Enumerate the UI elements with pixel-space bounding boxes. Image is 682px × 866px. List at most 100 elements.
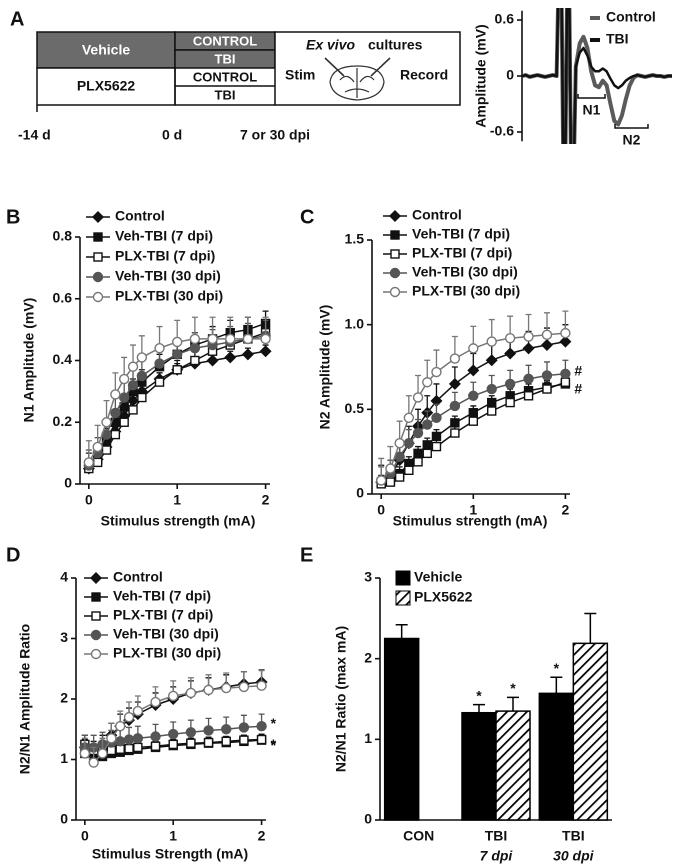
x-tick-label: 2 bbox=[262, 492, 270, 508]
marker bbox=[168, 739, 178, 750]
y-tick-label: 3 bbox=[364, 569, 372, 585]
group-label: Vehicle bbox=[82, 42, 130, 58]
marker bbox=[450, 428, 460, 438]
panel-label: A bbox=[10, 8, 24, 30]
marker bbox=[404, 465, 414, 475]
marker bbox=[542, 384, 552, 394]
condition-label: TBI bbox=[215, 87, 236, 102]
marker bbox=[422, 419, 433, 430]
marker bbox=[127, 361, 139, 372]
marker bbox=[403, 438, 415, 449]
y-tick-label: 0 bbox=[506, 67, 514, 83]
marker bbox=[101, 417, 112, 428]
marker bbox=[106, 733, 117, 744]
plot-area bbox=[78, 669, 268, 768]
marker bbox=[203, 725, 214, 736]
y-axis-label: N1 Amplitude (mV) bbox=[21, 298, 37, 423]
marker bbox=[190, 355, 200, 366]
annotation: N2 bbox=[623, 132, 641, 148]
legend-marker bbox=[90, 572, 102, 584]
legend-marker bbox=[92, 271, 104, 283]
marker bbox=[412, 392, 424, 403]
marker bbox=[123, 711, 135, 723]
marker bbox=[540, 338, 553, 351]
marker bbox=[124, 743, 134, 754]
marker bbox=[385, 463, 396, 474]
bar bbox=[495, 710, 531, 821]
marker bbox=[449, 400, 461, 412]
marker bbox=[487, 406, 497, 416]
marker bbox=[132, 733, 144, 744]
legend-marker bbox=[92, 211, 104, 223]
legend-marker bbox=[90, 629, 102, 641]
marker bbox=[485, 354, 498, 367]
marker bbox=[97, 748, 108, 759]
significance-label: * bbox=[554, 660, 560, 676]
stim-label: Stim bbox=[285, 67, 315, 83]
marker bbox=[241, 348, 254, 361]
marker bbox=[154, 358, 165, 369]
y-tick-label: 1 bbox=[364, 730, 372, 746]
y-axis-label: N2/N1 Ratio (max mA) bbox=[333, 626, 349, 772]
annotation: * bbox=[271, 736, 277, 752]
marker bbox=[114, 736, 126, 747]
legend-marker bbox=[389, 267, 401, 279]
condition-label: CONTROL bbox=[193, 69, 257, 84]
marker bbox=[394, 438, 405, 449]
marker bbox=[168, 728, 179, 740]
annotation: N1 bbox=[583, 102, 601, 118]
annotation: # bbox=[574, 362, 582, 378]
bracket bbox=[577, 94, 606, 99]
marker bbox=[224, 351, 237, 364]
x-tick-label: 1 bbox=[469, 502, 477, 518]
marker bbox=[523, 391, 534, 401]
plot-area bbox=[522, 8, 672, 144]
marker bbox=[486, 383, 497, 395]
error-bar bbox=[550, 676, 563, 694]
marker bbox=[504, 378, 516, 390]
marker bbox=[560, 377, 571, 387]
marker bbox=[136, 352, 148, 363]
marker bbox=[137, 392, 147, 403]
marker bbox=[385, 477, 396, 487]
y-tick-label: 4 bbox=[60, 569, 68, 585]
marker bbox=[467, 364, 480, 377]
marker bbox=[118, 373, 130, 385]
legend-swatch bbox=[395, 570, 411, 586]
marker bbox=[101, 445, 112, 455]
marker bbox=[150, 731, 161, 742]
culture-box bbox=[274, 31, 461, 106]
legend-label: Vehicle bbox=[414, 569, 462, 585]
legend-label: Veh-TBI (30 dpi) bbox=[115, 268, 221, 284]
marker bbox=[225, 333, 236, 345]
x-tick-label: CON bbox=[403, 828, 434, 844]
marker bbox=[260, 333, 271, 345]
legend-label: TBI bbox=[606, 31, 629, 47]
marker bbox=[448, 377, 461, 390]
marker bbox=[110, 407, 121, 419]
legend-marker bbox=[91, 592, 101, 602]
marker bbox=[172, 365, 182, 375]
legend-label: PLX5622 bbox=[414, 589, 473, 605]
legend-label: PLX-TBI (30 dpi) bbox=[412, 283, 520, 299]
marker bbox=[128, 405, 138, 415]
marker bbox=[238, 722, 250, 733]
marker bbox=[136, 370, 148, 382]
bracket bbox=[614, 124, 649, 129]
timeline-label: -14 d bbox=[18, 127, 51, 143]
error-bar bbox=[395, 624, 408, 639]
marker bbox=[207, 333, 218, 345]
y-tick-label: 0.4 bbox=[53, 351, 73, 367]
legend-marker bbox=[390, 230, 400, 240]
marker bbox=[505, 397, 515, 408]
y-tick-label: 0 bbox=[364, 811, 372, 827]
marker bbox=[119, 417, 129, 427]
marker bbox=[185, 727, 197, 738]
marker bbox=[242, 333, 254, 345]
bar bbox=[538, 692, 575, 821]
y-tick-label: 0.6 bbox=[495, 11, 515, 27]
marker bbox=[541, 329, 553, 341]
marker bbox=[114, 721, 126, 732]
x-tick-label: 0 bbox=[81, 828, 89, 844]
marker bbox=[150, 696, 161, 708]
